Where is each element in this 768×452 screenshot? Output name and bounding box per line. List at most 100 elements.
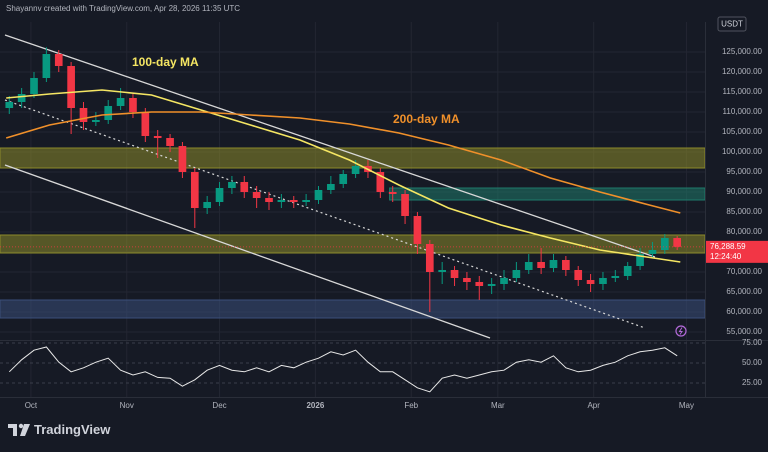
brand: TradingView [34,422,111,437]
y-tick-label: 105,000.00 [722,127,763,136]
x-tick-label: 2026 [306,401,324,410]
candle-body [660,238,669,250]
y-tick-label: 25.00 [742,378,763,387]
candle-body [240,182,249,192]
candle-body [289,200,298,202]
candle-layer [5,47,682,312]
candle-body [512,270,521,278]
x-tick-label: Apr [587,401,600,410]
candle-body [388,192,397,194]
y-tick-label: 90,000.00 [726,187,762,196]
x-tick-label: Dec [212,401,226,410]
y-tick-label: 115,000.00 [723,87,763,96]
y-tick-label: 100,000.00 [722,147,763,156]
candle-body [475,282,484,286]
trend-dotted [4,99,646,329]
candle-body [599,278,607,284]
candle-body [438,270,447,272]
candle-body [586,280,595,284]
candle-body [141,112,150,136]
candle-body [463,278,471,282]
candle-body [17,94,26,102]
currency-box[interactable] [717,16,747,32]
ma-line [6,89,681,263]
candle-body [327,184,335,190]
candle-body [450,270,459,278]
y-tick-label: 50.00 [742,358,763,367]
candle-body [574,270,583,280]
candle-body [129,98,137,112]
y-tick-label: 95,000.00 [726,167,762,176]
candle-body [500,278,508,284]
currency[interactable]: USDT [721,20,743,29]
last-price-box [706,240,768,263]
last-price-label: 76,288.59 [710,242,746,251]
y-tick-label: 55,000.00 [726,327,762,336]
y-tick-label: 70,000.00 [726,267,762,276]
axis-layer: 55,000.0060,000.0065,000.0070,000.0075,0… [25,47,768,410]
candle-body [537,262,545,268]
attribution: Shayannv created with TradingView.com, A… [6,4,240,13]
logo-shape [8,424,17,436]
candle-body [376,172,385,192]
candle-body [166,138,174,146]
candle-body [54,54,63,66]
candle-body [487,284,496,286]
ma-label: 100-day MA [132,55,199,69]
candle-body [116,98,125,106]
alert-icon[interactable] [675,325,687,337]
candle-body [425,244,434,272]
candle-body [67,66,75,108]
rsi-line [8,346,678,393]
x-tick-label: May [679,401,694,410]
candle-body [153,136,162,138]
candle-body [611,276,620,278]
x-tick-label: Feb [404,401,418,410]
candle-body [42,54,51,78]
drawings [4,34,656,339]
candle-body [190,172,199,208]
candle-body [401,194,409,216]
candle-body [549,260,558,268]
zone [0,147,706,169]
candle-body [314,190,323,200]
line-layer [0,89,705,393]
logo-slash [20,424,30,436]
candle-body [92,120,100,122]
y-tick-label: 60,000.00 [726,307,762,316]
candle-body [302,200,310,202]
zone [0,299,706,319]
channel-lower [4,164,491,339]
candle-body [351,166,360,174]
x-tick-label: Nov [120,401,134,410]
candle-body [178,146,187,172]
alert-bolt [678,327,683,335]
footer-logo: TradingView [8,422,111,437]
y-tick-label: 110,000.00 [723,107,763,116]
candle-body [30,78,38,94]
candle-body [648,250,657,254]
y-tick-label: 120,000.00 [722,67,763,76]
y-tick-label: 125,000.00 [722,47,763,56]
candle-body [265,198,273,202]
candle-body [524,262,533,270]
candle-body [623,266,632,276]
x-tick-label: Mar [491,401,505,410]
candle-body [203,202,212,208]
candle-body [413,216,422,244]
candle-body [562,260,570,270]
x-tick-label: Oct [25,401,38,410]
candle-body [5,102,14,108]
candle-body [228,182,236,188]
y-tick-label: 85,000.00 [726,207,762,216]
zone-layer [0,147,706,319]
candle-body [636,254,644,266]
y-tick-label: 80,000.00 [726,227,762,236]
candle-body [339,174,348,184]
candle-body [104,106,113,120]
countdown: 12:24:40 [710,252,742,261]
logo-dot [18,423,24,429]
candle-body [673,238,682,247]
